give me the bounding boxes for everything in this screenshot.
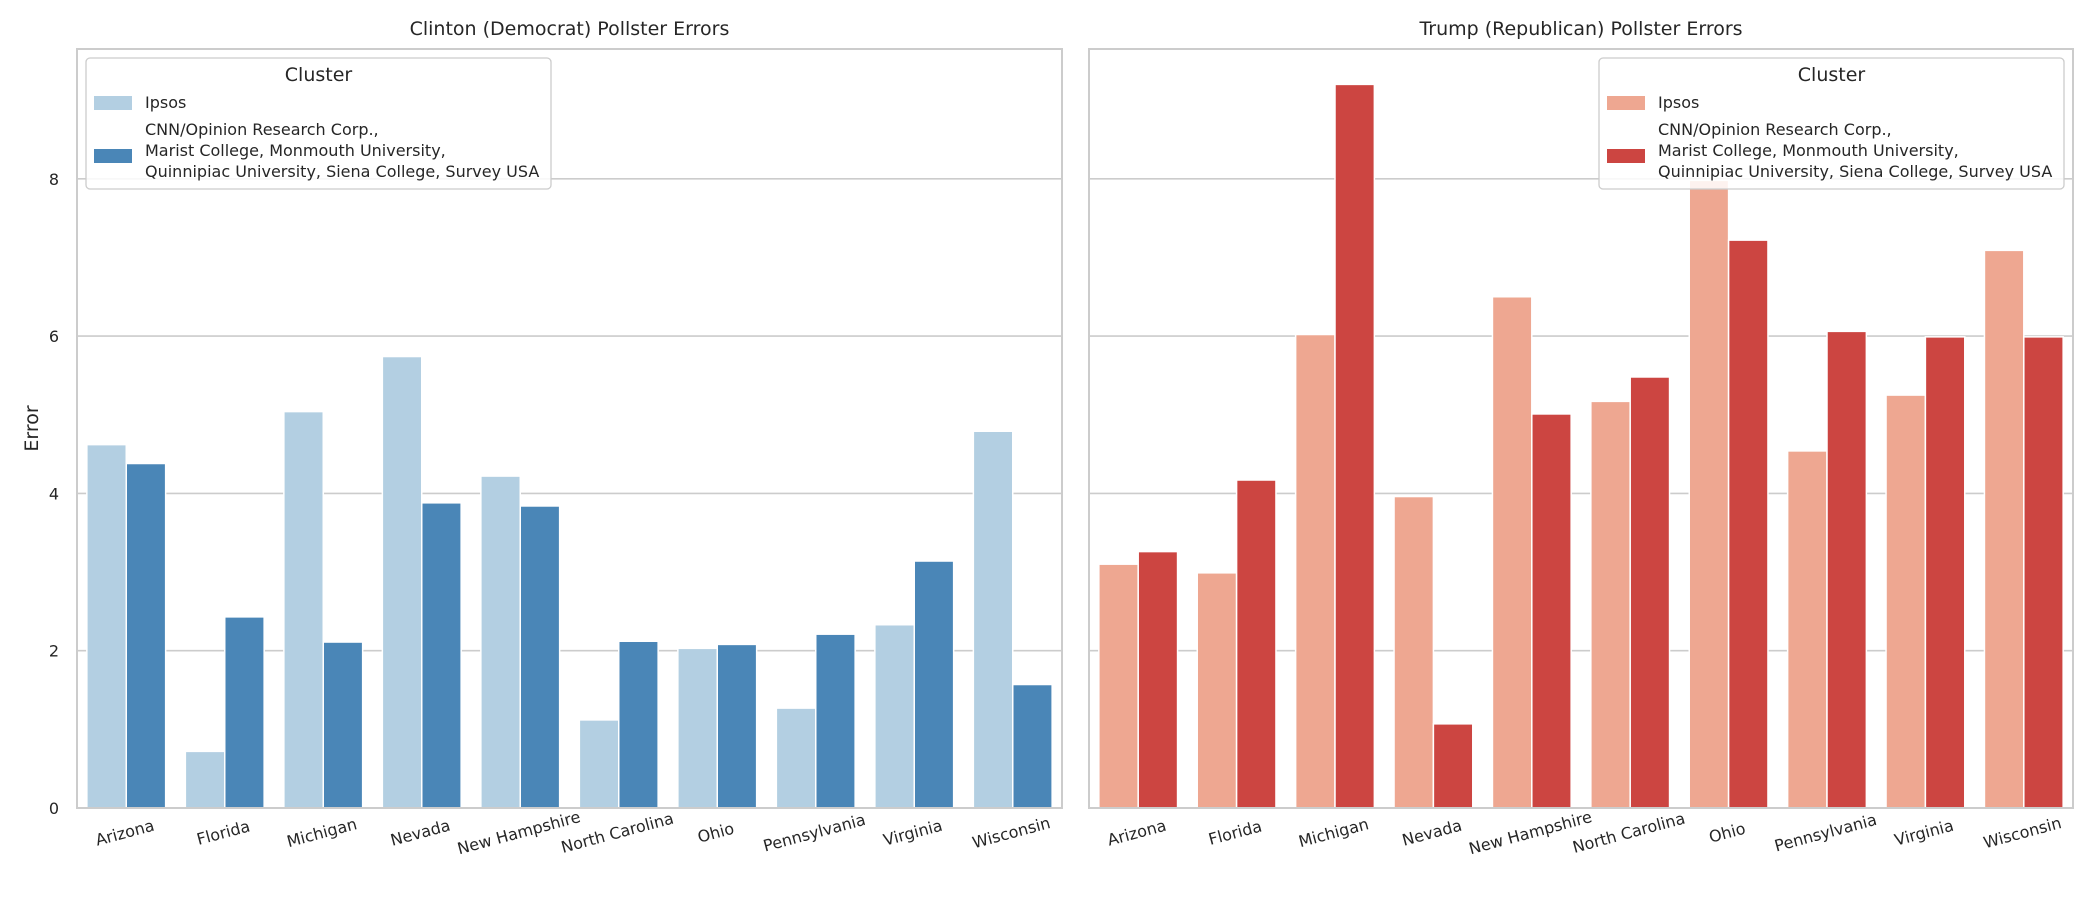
- panel-2-bar: [1294, 333, 1336, 809]
- panel-2-x-tick-label: Ohio: [1707, 819, 1748, 847]
- panel-2-legend-swatch: [1607, 96, 1645, 110]
- panel-1-bar: [519, 505, 561, 809]
- panel-1-bar: [972, 430, 1014, 809]
- panel-1-x-tick-label: Michigan: [285, 814, 359, 851]
- panel-1-legend-box: [85, 57, 552, 190]
- panel-2-frame: [1088, 48, 2074, 809]
- panel-2-bar: [1983, 249, 2025, 809]
- panel-2-bar: [1727, 239, 1769, 809]
- panel-2-bar: [1590, 400, 1631, 809]
- panel-2-bar: [1885, 394, 1927, 809]
- panel-2-bar: [1098, 563, 1139, 809]
- panel-2-x-tick-label: Arizona: [1105, 816, 1168, 850]
- panel-2-bar: [1235, 479, 1277, 809]
- panel-2-bar: [1334, 83, 1376, 809]
- panel-1-y-tick-label: 6: [49, 327, 59, 346]
- panel-1-bar: [86, 443, 127, 809]
- panel-2-x-tick-label: Nevada: [1400, 816, 1464, 850]
- panel-2-bar: [1924, 336, 1966, 809]
- panel-1-legend-title: Cluster: [285, 64, 353, 86]
- panel-1-x-tick-label: Virginia: [881, 816, 944, 850]
- panel-1-legend-swatch: [94, 96, 132, 110]
- panel-1-title: Clinton (Democrat) Pollster Errors: [410, 18, 730, 40]
- panel-2-bar: [1786, 450, 1828, 809]
- panel-1-bar: [322, 641, 364, 809]
- panel-1-bar: [224, 616, 265, 809]
- panel-1-bar: [913, 560, 955, 809]
- panel-1-y-tick-label: 2: [49, 642, 59, 661]
- panel-2-bar: [1196, 572, 1238, 809]
- panel-1-bar: [716, 643, 758, 809]
- panel-2-bar: [1826, 330, 1868, 809]
- panel-2-bar: [2023, 336, 2064, 809]
- panel-2-title: Trump (Republican) Pollster Errors: [1418, 18, 1742, 40]
- panel-1-y-axis-label: Error: [21, 405, 43, 452]
- panel-2-x-tick-label: Wisconsin: [1981, 813, 2063, 852]
- panel-1-bar: [578, 719, 620, 809]
- panel-2-bar: [1491, 296, 1533, 809]
- panel-2-x-tick-label: Florida: [1206, 816, 1263, 848]
- panel-1-bar: [381, 355, 423, 809]
- panel-1-legend-swatch: [94, 149, 132, 163]
- panel-2-legend-label: CNN/Opinion Research Corp., Marist Colleg…: [1658, 120, 2052, 181]
- panel-1-x-tick-label: Pennsylvania: [761, 810, 867, 856]
- panel-1-x-tick-label: Wisconsin: [970, 813, 1052, 852]
- panel-1-frame: [76, 48, 1063, 809]
- panel-2-bar: [1531, 413, 1572, 809]
- panel-2-bar: [1137, 550, 1179, 809]
- panel-1-x-tick-label: Ohio: [696, 819, 737, 847]
- panel-1-x-tick-label: Arizona: [93, 816, 156, 850]
- panel-1-bar: [125, 462, 167, 809]
- panel-1-x-tick-label: Nevada: [388, 816, 452, 850]
- panel-1-bar: [874, 623, 915, 809]
- panel-2-legend-swatch: [1607, 149, 1645, 163]
- panel-1-y-tick-label: 8: [49, 170, 59, 189]
- panel-2-x-tick-label: Virginia: [1892, 816, 1955, 850]
- panel-1-bar: [815, 633, 856, 809]
- panel-2-x-tick-label: Pennsylvania: [1772, 810, 1878, 856]
- panel-1-bar: [480, 475, 522, 809]
- panel-1-bar: [283, 410, 325, 809]
- panel-2-bar: [1688, 179, 1730, 809]
- panel-1-bar: [421, 502, 462, 809]
- panel-2-legend-label: Ipsos: [1658, 93, 1699, 112]
- panel-1-bar: [618, 640, 659, 809]
- panel-1-bar: [677, 647, 718, 809]
- panel-1-x-tick-label: Florida: [195, 816, 252, 848]
- panel-2-bar: [1629, 376, 1671, 809]
- panel-1-legend-label: CNN/Opinion Research Corp., Marist Colleg…: [145, 120, 539, 181]
- panel-1-bar: [775, 707, 817, 809]
- panel-2-legend-title: Cluster: [1798, 64, 1866, 86]
- panel-1-y-tick-label: 0: [49, 799, 59, 818]
- panel-2-x-tick-label: Michigan: [1296, 814, 1370, 851]
- panel-1-bar: [184, 750, 226, 809]
- panel-2-bar: [1432, 723, 1474, 809]
- panel-1-legend-label: Ipsos: [145, 93, 186, 112]
- panel-1-y-tick-label: 4: [49, 484, 59, 503]
- panel-2-legend-box: [1598, 57, 2065, 190]
- panel-2-bar: [1393, 495, 1435, 809]
- panel-1-bar: [1012, 683, 1053, 809]
